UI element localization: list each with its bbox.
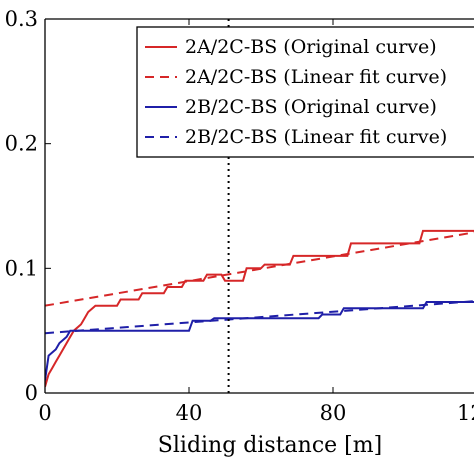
- legend-box: [136, 26, 474, 158]
- y-tick-label: 0.2: [5, 132, 38, 156]
- x-axis-label: Sliding distance [m]: [158, 433, 382, 458]
- series-line-3: [45, 300, 474, 335]
- series-line-1: [45, 231, 474, 307]
- series-layer: [45, 229, 474, 388]
- x-tick-label: 120: [457, 401, 474, 425]
- x-tick-label: 40: [176, 401, 203, 425]
- series-line-2: [45, 301, 474, 381]
- ticks-layer: 0 40 80 120 0 0.1 0.2 0.3: [5, 7, 474, 425]
- legend-label-1: 2A/2C-BS (Linear fit curve): [185, 66, 447, 88]
- x-tick-label: 80: [320, 401, 347, 425]
- legend-label-3: 2B/2C-BS (Linear fit curve): [185, 126, 447, 148]
- series-line-0: [45, 229, 474, 388]
- legend-label-2: 2B/2C-BS (Original curve): [185, 96, 437, 118]
- axes-layer: [44, 18, 474, 394]
- x-tick-label: 0: [38, 401, 51, 425]
- y-tick-label: 0.3: [5, 7, 38, 31]
- legend-label-0: 2A/2C-BS (Original curve): [185, 36, 437, 58]
- y-tick-label: 0: [25, 381, 38, 405]
- y-tick-label: 0.1: [5, 256, 38, 280]
- legend: 2A/2C-BS (Original curve) 2A/2C-BS (Linea…: [136, 26, 474, 158]
